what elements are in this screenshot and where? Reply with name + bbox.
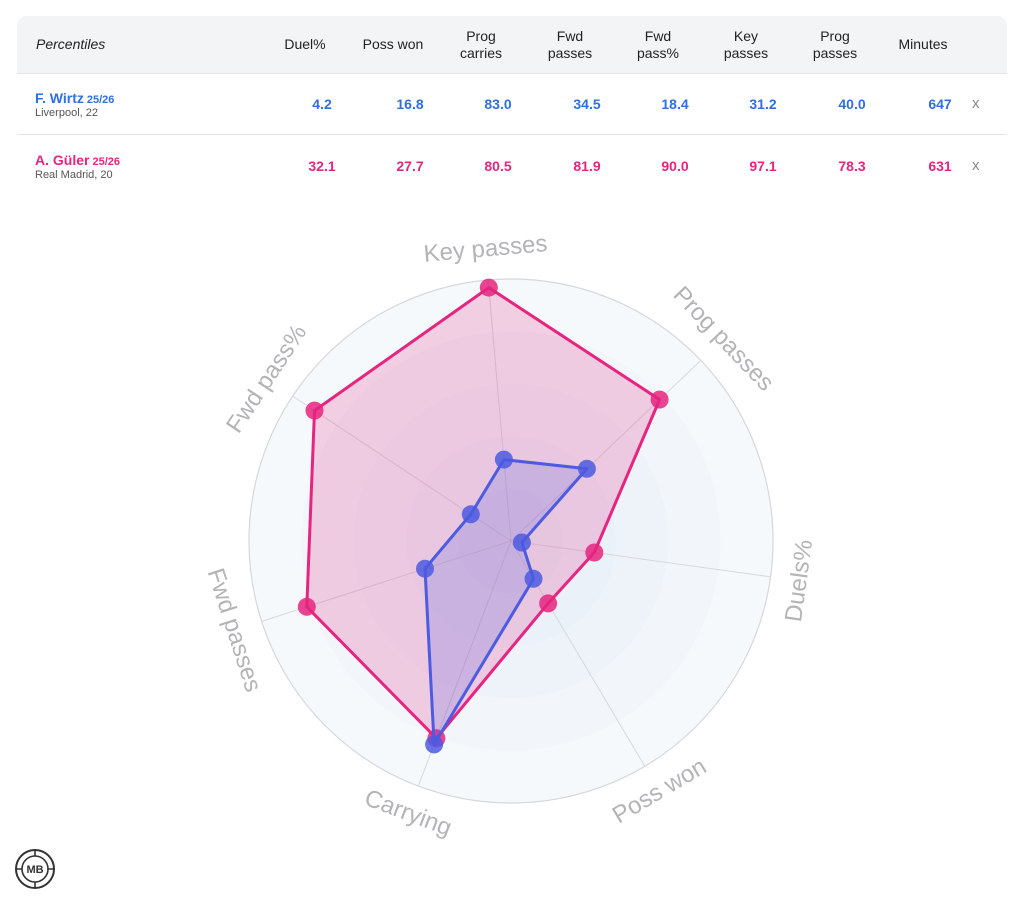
player-club: Real Madrid, 20 bbox=[35, 169, 113, 181]
cell-duel-pct: 4.2 bbox=[312, 95, 332, 112]
col-fwd-passes: Fwd passes bbox=[547, 27, 593, 61]
col-key-passes: Key passes bbox=[723, 27, 769, 61]
radar-spoke bbox=[510, 540, 771, 578]
data-point bbox=[512, 533, 531, 552]
player-name[interactable]: A. Güler 25/26 bbox=[35, 152, 120, 168]
table-header: Percentiles Duel% Poss won Prog carries … bbox=[17, 16, 1007, 74]
player-name[interactable]: F. Wirtz 25/26 bbox=[35, 90, 114, 106]
cell-prog-carries: 83.0 bbox=[484, 95, 512, 112]
player-season: 25/26 bbox=[86, 94, 115, 106]
col-poss-won: Poss won bbox=[362, 36, 424, 52]
data-point bbox=[585, 543, 604, 562]
series-area bbox=[423, 458, 589, 746]
col-minutes: Minutes bbox=[898, 36, 948, 52]
col-fwd-pass-pct: Fwd pass% bbox=[636, 27, 680, 61]
axis-label: Duels% bbox=[780, 538, 818, 624]
cell-fwd-passes: 81.9 bbox=[573, 157, 601, 174]
data-point bbox=[650, 390, 669, 409]
player-name-text: A. Güler bbox=[35, 152, 90, 168]
player-season: 25/26 bbox=[92, 156, 120, 168]
mb-logo: MB bbox=[15, 849, 55, 889]
cell-fwd-passes: 34.5 bbox=[573, 95, 601, 112]
player-name-text: F. Wirtz bbox=[35, 90, 84, 106]
svg-text:MB: MB bbox=[26, 864, 43, 876]
data-point bbox=[577, 459, 596, 478]
cell-duel-pct: 32.1 bbox=[308, 157, 336, 174]
remove-player-button[interactable]: x bbox=[972, 95, 980, 112]
data-point bbox=[425, 735, 444, 754]
series-area bbox=[305, 286, 662, 740]
col-prog-passes: Prog passes bbox=[812, 27, 858, 61]
cell-minutes: 631 bbox=[928, 157, 952, 174]
data-point bbox=[479, 278, 498, 297]
header-percentiles: Percentiles bbox=[36, 36, 106, 52]
comparison-table: Percentiles Duel% Poss won Prog carries … bbox=[17, 16, 1007, 198]
player-club: Liverpool, 22 bbox=[35, 107, 98, 119]
table-row: F. Wirtz 25/26 Liverpool, 22 4.2 16.8 83.… bbox=[17, 73, 1007, 135]
data-point bbox=[494, 450, 513, 469]
cell-key-passes: 97.1 bbox=[749, 157, 777, 174]
radar-spoke bbox=[487, 279, 512, 542]
table-row: A. Güler 25/26 Real Madrid, 20 32.1 27.7 … bbox=[17, 135, 1007, 196]
data-point bbox=[305, 401, 324, 420]
cell-prog-carries: 80.5 bbox=[484, 157, 512, 174]
axis-label: Key passes bbox=[423, 230, 549, 268]
cell-fwd-pass-pct: 90.0 bbox=[661, 157, 689, 174]
data-point bbox=[524, 569, 543, 588]
radar-spoke bbox=[510, 360, 702, 542]
data-point bbox=[297, 597, 316, 616]
data-point bbox=[461, 505, 480, 524]
cell-poss-won: 16.8 bbox=[396, 95, 424, 112]
data-point bbox=[416, 559, 434, 578]
cell-key-passes: 31.2 bbox=[749, 95, 777, 112]
cell-poss-won: 27.7 bbox=[396, 157, 424, 174]
col-duel-pct: Duel% bbox=[284, 36, 326, 52]
cell-prog-passes: 40.0 bbox=[838, 95, 866, 112]
data-point bbox=[539, 594, 558, 613]
radar-series bbox=[297, 278, 669, 754]
cell-minutes: 647 bbox=[928, 95, 952, 112]
col-prog-carries: Prog carries bbox=[459, 27, 502, 61]
remove-player-button[interactable]: x bbox=[972, 157, 980, 174]
cell-prog-passes: 78.3 bbox=[838, 157, 866, 174]
cell-fwd-pass-pct: 18.4 bbox=[661, 95, 689, 112]
